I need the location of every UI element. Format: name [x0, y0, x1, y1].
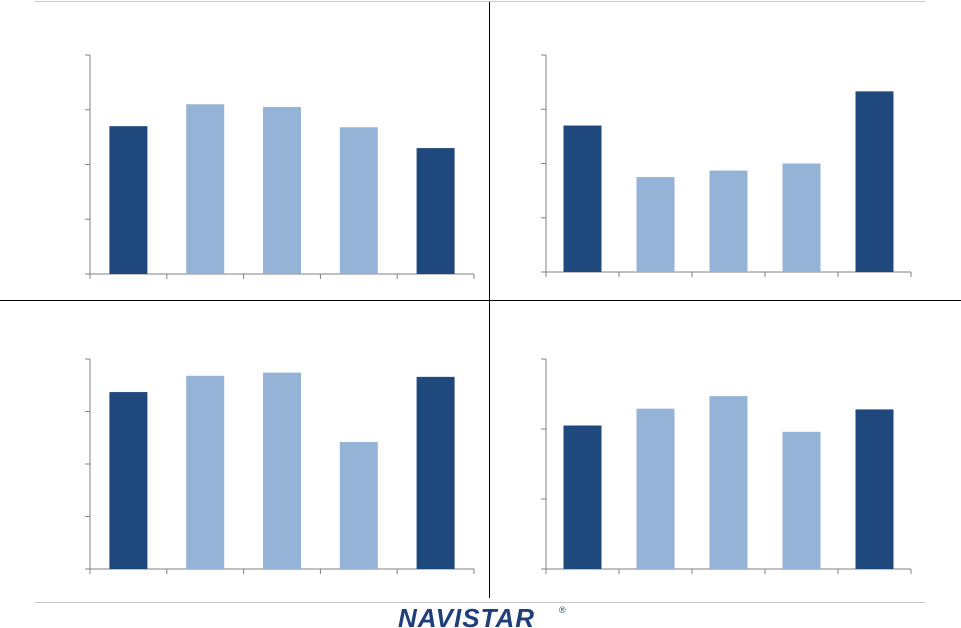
bar [782, 431, 821, 569]
bar [855, 409, 894, 569]
bar [563, 125, 602, 273]
bar [109, 392, 148, 569]
bar [186, 104, 225, 275]
bar [636, 177, 675, 272]
bar [709, 396, 748, 569]
bar [416, 376, 455, 569]
bottom-rule [35, 602, 925, 603]
bar [263, 372, 301, 569]
bar [109, 126, 148, 274]
bar [416, 148, 455, 274]
bar [709, 170, 748, 272]
navistar-logo-text: NAVISTAR [398, 604, 535, 628]
horizontal-divider [0, 300, 961, 301]
bar [855, 91, 894, 272]
bar [782, 163, 821, 272]
top-rule [35, 1, 925, 2]
bar [339, 127, 378, 275]
bar [563, 425, 602, 569]
navistar-logo: NAVISTAR ® [398, 604, 566, 628]
bar [636, 408, 675, 569]
bar [339, 441, 378, 569]
bar [263, 107, 301, 274]
bar [186, 375, 225, 569]
registered-mark: ® [559, 605, 566, 615]
